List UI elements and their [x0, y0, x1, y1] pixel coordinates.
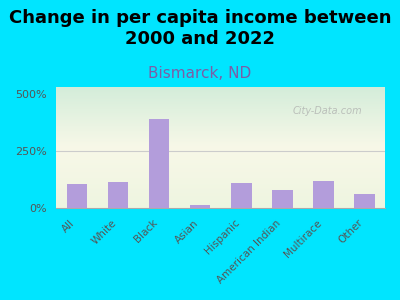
Text: Change in per capita income between
2000 and 2022: Change in per capita income between 2000… [9, 9, 391, 48]
Bar [149, 119, 170, 208]
Text: City-Data.com: City-Data.com [293, 106, 363, 116]
Text: Bismarck, ND: Bismarck, ND [148, 66, 252, 81]
Bar [108, 182, 128, 208]
Bar [354, 194, 375, 208]
Bar [272, 190, 293, 208]
Bar [231, 183, 252, 208]
Bar [313, 181, 334, 208]
Bar [67, 184, 87, 208]
Bar [190, 205, 210, 208]
